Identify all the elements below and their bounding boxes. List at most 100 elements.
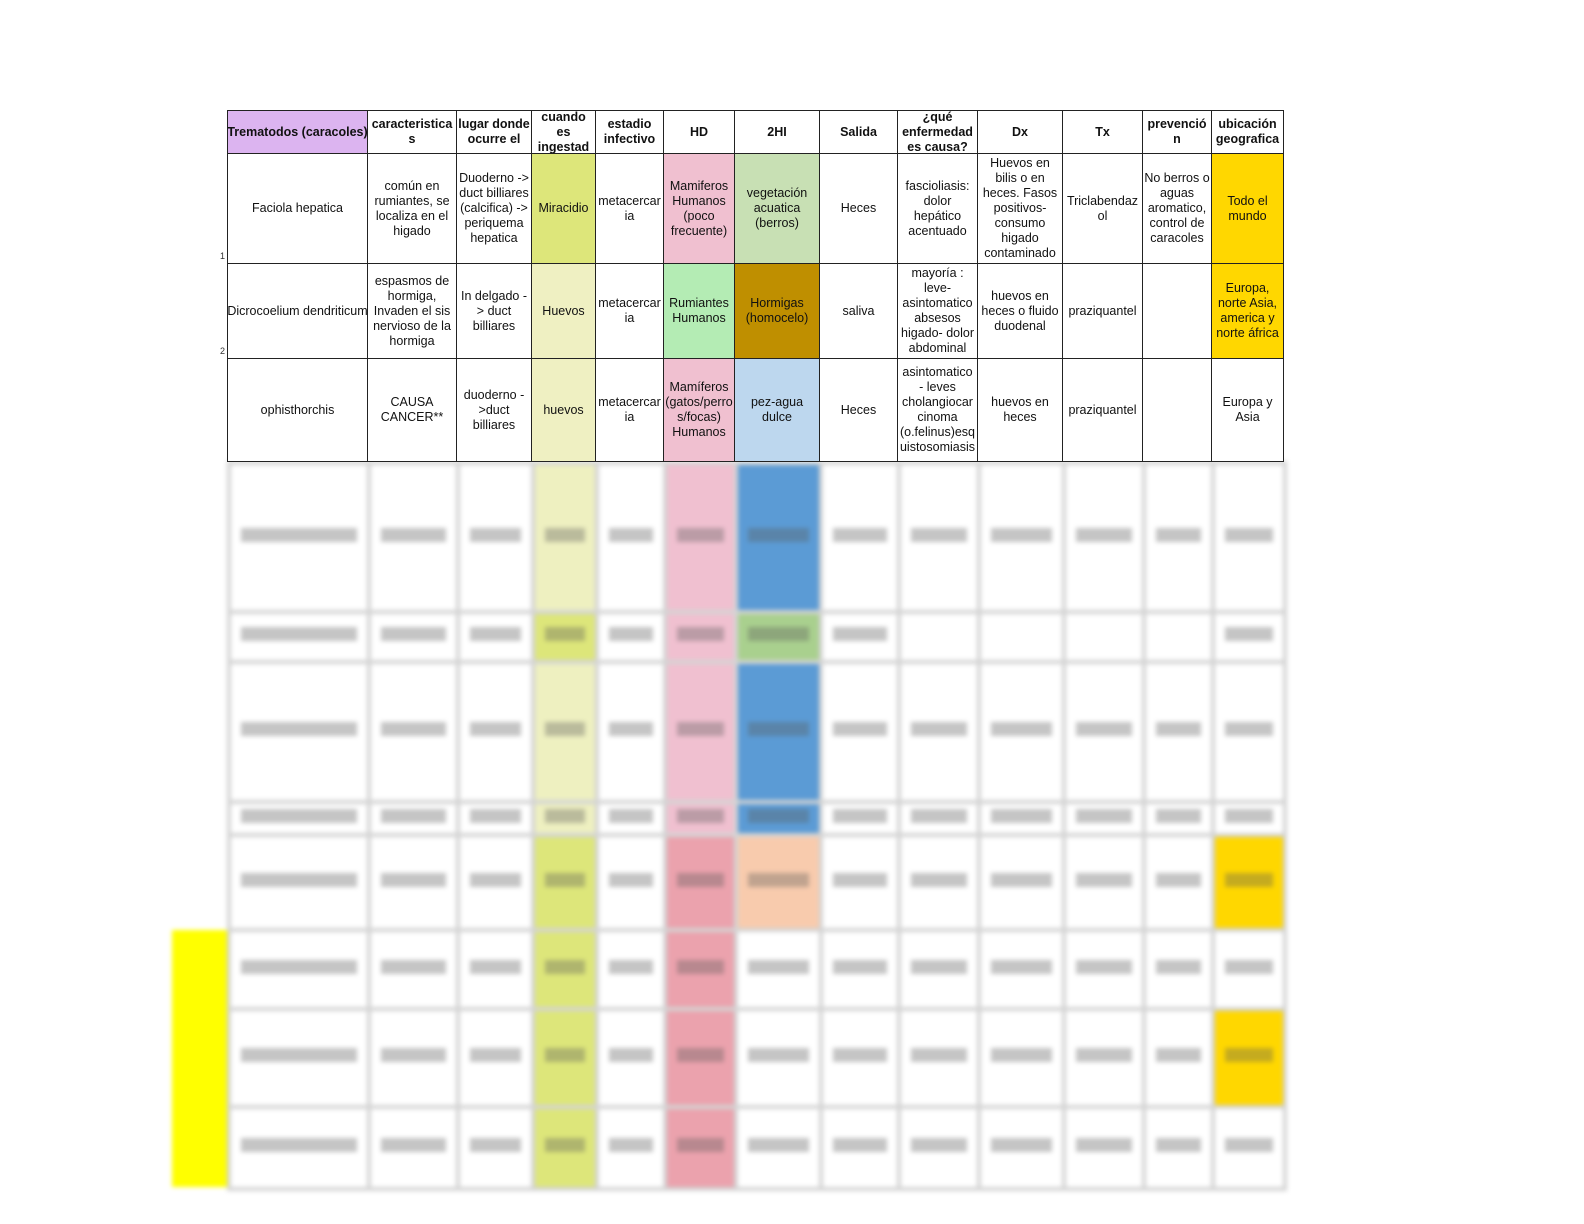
table-cell: No berros o aguas aromatico, control de … — [1142, 153, 1212, 264]
blurred-cell — [367, 833, 460, 932]
blurred-text — [1225, 722, 1273, 736]
blurred-text — [381, 1048, 446, 1062]
blurred-text — [241, 1048, 357, 1062]
blurred-cell — [1211, 928, 1287, 1011]
table-cell: Todo el mundo — [1211, 153, 1284, 264]
blurred-text — [545, 1048, 585, 1062]
blurred-cell — [227, 461, 371, 614]
blurred-text — [1225, 872, 1273, 887]
yellow-mark — [172, 930, 227, 1187]
blurred-text — [1076, 872, 1132, 887]
blurred-text — [241, 959, 357, 974]
blurred-text — [1156, 722, 1201, 736]
table-cell: praziquantel — [1062, 263, 1143, 359]
blurred-cell — [1211, 833, 1287, 932]
blurred-text — [748, 722, 809, 736]
table-cell: metacercaria — [595, 263, 664, 359]
blurred-text — [381, 1138, 446, 1152]
table-cell: Heces — [819, 153, 898, 264]
table-cell: metacercaria — [595, 153, 664, 264]
blurred-text — [1076, 1138, 1132, 1152]
blurred-text — [381, 627, 446, 641]
blurred-text — [677, 1048, 724, 1062]
header-cell: cuando es ingestad — [531, 110, 596, 154]
blurred-text — [381, 959, 446, 974]
blurred-cell — [595, 1105, 667, 1191]
table-cell: Duoderno -> duct billiares (calcifica) -… — [456, 153, 532, 264]
blurred-cell — [1062, 610, 1146, 664]
blurred-text — [1156, 959, 1201, 974]
blurred-text — [1156, 1048, 1201, 1062]
blurred-cell — [595, 660, 667, 804]
table-cell: saliva — [819, 263, 898, 359]
blurred-text — [241, 722, 357, 736]
table-cell: In delgado -> duct billiares — [456, 263, 532, 359]
blurred-text — [748, 1138, 809, 1152]
blurred-cell — [734, 1007, 823, 1109]
blurred-text — [748, 1048, 809, 1062]
blurred-text — [991, 808, 1052, 823]
blurred-text — [677, 627, 724, 641]
table-cell: común en rumiantes, se localiza en el hi… — [367, 153, 457, 264]
table-cell: Dicrocoelium dendriticum — [227, 263, 368, 359]
blurred-text — [470, 527, 521, 542]
blurred-text — [470, 959, 521, 974]
table-cell: Huevos en bilis o en heces. Fasos positi… — [977, 153, 1063, 264]
blurred-text — [1225, 1048, 1273, 1062]
blurred-cell — [456, 1105, 535, 1191]
blurred-cell — [734, 1105, 823, 1191]
table-cell: espasmos de hormiga, Invaden el sis nerv… — [367, 263, 457, 359]
blurred-cell — [734, 660, 823, 804]
header-cell: estadio infectivo — [595, 110, 664, 154]
blurred-text — [1156, 872, 1201, 887]
blurred-cell — [367, 660, 460, 804]
blurred-cell — [1211, 461, 1287, 614]
blurred-cell — [897, 660, 981, 804]
table-cell: asintomatico - leves cholangiocarcinoma … — [897, 358, 978, 462]
table-cell: Europa, norte Asia, america y norte áfri… — [1211, 263, 1284, 359]
blurred-text — [545, 627, 585, 641]
table-cell: huevos en heces — [977, 358, 1063, 462]
blurred-cell — [897, 610, 981, 664]
blurred-text — [833, 722, 887, 736]
row-number: 1 — [220, 251, 226, 261]
blurred-text — [748, 808, 809, 823]
blurred-text — [911, 722, 967, 736]
blurred-text — [609, 722, 653, 736]
blurred-text — [911, 808, 967, 823]
blurred-text — [1156, 527, 1201, 542]
table-cell: Miracidio — [531, 153, 596, 264]
table-cell: praziquantel — [1062, 358, 1143, 462]
blurred-text — [911, 959, 967, 974]
blurred-cell — [1142, 1105, 1215, 1191]
blurred-text — [1076, 527, 1132, 542]
table-cell: huevos — [531, 358, 596, 462]
header-cell: 2HI — [734, 110, 820, 154]
blurred-text — [609, 808, 653, 823]
table-cell: mayoría : leve- asintomatico absesos hig… — [897, 263, 978, 359]
blurred-text — [677, 527, 724, 542]
table-cell: CAUSA CANCER** — [367, 358, 457, 462]
header-cell: ubicación geografica — [1211, 110, 1284, 154]
blurred-text — [545, 872, 585, 887]
blurred-cell — [1062, 1105, 1146, 1191]
blurred-cell — [1211, 1105, 1287, 1191]
blurred-cell — [977, 610, 1066, 664]
table-cell: metacercaria — [595, 358, 664, 462]
blurred-text — [833, 1138, 887, 1152]
table-cell: Hormigas (homocelo) — [734, 263, 820, 359]
blurred-text — [991, 872, 1052, 887]
blurred-text — [991, 527, 1052, 542]
blurred-cell — [227, 1105, 371, 1191]
header-cell: Trematodos (caracoles) — [227, 110, 368, 154]
blurred-text — [609, 527, 653, 542]
blurred-text — [470, 722, 521, 736]
blurred-text — [1225, 627, 1273, 641]
blurred-cell — [531, 1105, 599, 1191]
blurred-text — [1225, 527, 1273, 542]
blurred-cell — [1142, 610, 1215, 664]
blurred-text — [1076, 959, 1132, 974]
blurred-text — [833, 627, 887, 641]
blurred-cell — [897, 1105, 981, 1191]
blurred-text — [1225, 959, 1273, 974]
